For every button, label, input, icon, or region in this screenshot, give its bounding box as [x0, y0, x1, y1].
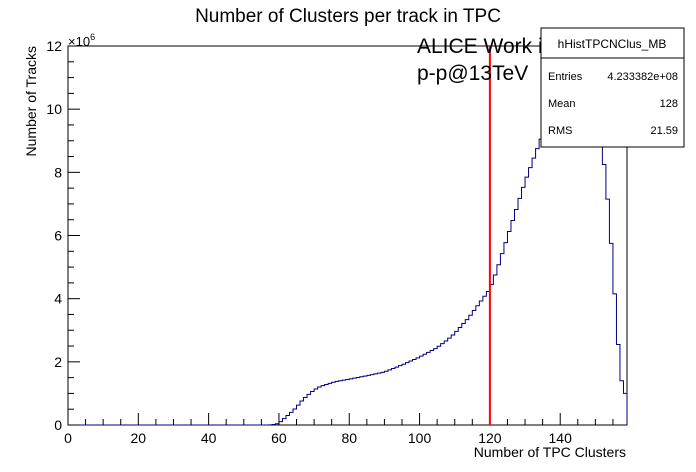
stats-box-name: hHistTPCNClus_MB	[558, 37, 667, 51]
stats-rms-label: RMS	[548, 125, 572, 137]
x-tick-label: 80	[341, 430, 357, 446]
y-tick-label: 2	[54, 354, 62, 370]
y-tick-label: 6	[54, 228, 62, 244]
stats-rms-value: 21.59	[650, 125, 678, 137]
x-axis: 0 20 40 60 80 100 120 140	[64, 413, 614, 446]
chart-title: Number of Clusters per track in TPC	[195, 6, 501, 27]
x-axis-label: Number of TPC Clusters	[474, 444, 626, 460]
stats-box: hHistTPCNClus_MB Entries 4.233382e+08 Me…	[540, 27, 685, 148]
stats-entries-value: 4.233382e+08	[607, 71, 678, 83]
y-tick-label: 12	[46, 38, 62, 54]
y-exponent-label: ×106	[68, 32, 95, 49]
y-axis: 0 2 4 6 8 10 12	[46, 38, 80, 433]
y-axis-label: Number of Tracks	[23, 46, 39, 156]
x-tick-label: 20	[131, 430, 147, 446]
stats-mean-value: 128	[660, 98, 678, 110]
y-tick-label: 0	[54, 417, 62, 433]
y-tick-label: 4	[54, 291, 62, 307]
x-tick-label: 60	[271, 430, 287, 446]
annotation-collision: p-p@13TeV	[417, 62, 528, 85]
stats-box-frame	[540, 27, 685, 148]
x-tick-label: 0	[64, 430, 72, 446]
x-tick-label: 120	[478, 430, 502, 446]
x-tick-label: 100	[408, 430, 432, 446]
x-tick-label: 40	[201, 430, 217, 446]
stats-entries-label: Entries	[548, 71, 583, 83]
stats-mean-label: Mean	[548, 98, 576, 110]
y-tick-label: 10	[46, 101, 62, 117]
y-tick-label: 8	[54, 164, 62, 180]
x-tick-label: 140	[549, 430, 573, 446]
